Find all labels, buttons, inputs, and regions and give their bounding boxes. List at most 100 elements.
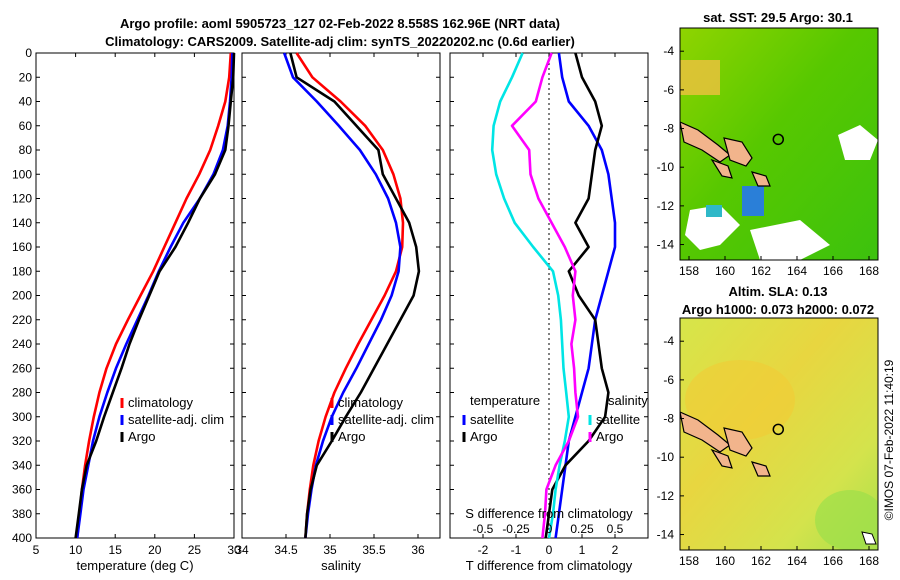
- legend-label: climatology: [128, 395, 194, 410]
- y-tick-label: 140: [12, 216, 32, 230]
- s-tick-label: 0.25: [570, 522, 594, 536]
- map-x-tick-label: 168: [859, 554, 879, 568]
- y-tick-label: 220: [12, 313, 32, 327]
- sla-low-patch: [815, 490, 878, 550]
- x-tick-label: 20: [148, 543, 162, 557]
- map-y-tick-label: -12: [657, 199, 675, 213]
- y-tick-label: 0: [25, 46, 32, 60]
- y-tick-label: 360: [12, 483, 32, 497]
- x-tick-label: 15: [109, 543, 123, 557]
- x-axis-label: T difference from climatology: [466, 558, 633, 573]
- x-tick-label: -2: [478, 543, 489, 557]
- copyright-stamp: ©IMOS 07-Feb-2022 11:40:19: [882, 359, 896, 520]
- x-tick-label: 25: [188, 543, 202, 557]
- y-tick-label: 200: [12, 289, 32, 303]
- x-tick-label: 36: [411, 543, 425, 557]
- x-axis-label: salinity: [321, 558, 361, 573]
- legend-label: satellite-adj. clim: [338, 412, 434, 427]
- t-argo-line: [544, 52, 610, 539]
- map-x-tick-label: 164: [787, 264, 807, 278]
- map-x-tick-label: 166: [823, 554, 843, 568]
- y-tick-label: 340: [12, 458, 32, 472]
- legend-label: Argo: [596, 429, 623, 444]
- plot-frame: [35, 52, 235, 539]
- s-tick-label: 0: [546, 522, 553, 536]
- sst-land: [680, 121, 771, 187]
- sla-map-ticks: 158 160 162 164 166 168 -4 -6 -8 -10 -12 -14: [657, 334, 880, 568]
- y-tick-label: 240: [12, 337, 32, 351]
- map-x-tick-label: 168: [859, 264, 879, 278]
- legend-title-temperature: temperature: [470, 393, 540, 408]
- sst-cool-patch: [706, 205, 722, 217]
- x-tick-label: -1: [511, 543, 522, 557]
- legend-title-salinity: salinity: [608, 393, 648, 408]
- argo-line: [74, 52, 236, 539]
- sla-argo-marker: [772, 423, 785, 436]
- salinity-panel: 34 34.5 35 35.5 36 salinity climatology satelli…: [235, 52, 441, 573]
- map-y-tick-label: -14: [657, 238, 675, 252]
- y-tick-label: 180: [12, 264, 32, 278]
- x-tick-label: 0: [546, 543, 553, 557]
- y-tick-label: 320: [12, 434, 32, 448]
- x-tick-label: 10: [69, 543, 83, 557]
- climatology-line: [295, 52, 405, 539]
- plot-frame: [241, 52, 441, 539]
- y-tick-label: 120: [12, 192, 32, 206]
- y-tick-label: 280: [12, 386, 32, 400]
- s-tick-label: -0.25: [502, 522, 530, 536]
- y-tick-label: 260: [12, 361, 32, 375]
- map-y-tick-label: -10: [657, 450, 675, 464]
- x-tick-label: 2: [612, 543, 619, 557]
- x-axis-label: temperature (deg C): [76, 558, 193, 573]
- temperature-panel: 0 20 40 60 80 100 120 140 160 180 200 220 240 260 280 3…: [12, 46, 241, 573]
- sla-high-patch: [685, 360, 795, 440]
- y-tick-label: 300: [12, 410, 32, 424]
- sst-map-ticks: 158 160 162 164 166 168 -4 -6 -8 -10 -12 -14: [657, 44, 880, 278]
- y-tick-label: 400: [12, 531, 32, 545]
- s-argo-line: [510, 52, 580, 539]
- difference-panel: -2 -1 0 1 2T difference from climatology S di…: [449, 52, 649, 573]
- legend-label: Argo: [338, 429, 365, 444]
- legend-label: Argo: [128, 429, 155, 444]
- map-x-tick-label: 158: [679, 554, 699, 568]
- x-tick-label: 1: [579, 543, 586, 557]
- figure-title-line1: Argo profile: aoml 5905723_127 02-Feb-20…: [120, 16, 560, 31]
- x-tick-label: 34: [235, 543, 249, 557]
- s-axis-label: S difference from climatology: [465, 506, 633, 521]
- x-tick-label: 35.5: [362, 543, 386, 557]
- sst-cloud-gap: [838, 125, 878, 160]
- satellite-adj-clim-line: [282, 52, 402, 539]
- map-x-tick-label: 160: [715, 264, 735, 278]
- sst-cool-patch: [742, 186, 764, 216]
- legend-label: climatology: [338, 395, 404, 410]
- satellite-adj-clim-line: [75, 52, 234, 539]
- map-y-tick-label: -4: [663, 334, 674, 348]
- s-tick-label: 0.5: [607, 522, 624, 536]
- map-x-tick-label: 162: [751, 264, 771, 278]
- y-tick-label: 100: [12, 167, 32, 181]
- s-tick-label: -0.5: [473, 522, 494, 536]
- x-tick-label: 5: [33, 543, 40, 557]
- map-x-tick-label: 158: [679, 264, 699, 278]
- x-tick-label: 35: [323, 543, 337, 557]
- legend-label: satellite: [470, 412, 514, 427]
- sla-map-title-line1: Altim. SLA: 0.13: [729, 284, 828, 299]
- x-tick-label: 34.5: [274, 543, 298, 557]
- legend-label: satellite: [596, 412, 640, 427]
- map-y-tick-label: -8: [663, 412, 674, 426]
- climatology-line: [75, 52, 233, 539]
- y-tick-label: 160: [12, 240, 32, 254]
- map-y-tick-label: -8: [663, 122, 674, 136]
- legend-label: Argo: [470, 429, 497, 444]
- map-x-tick-label: 160: [715, 554, 735, 568]
- sst-map-title: sat. SST: 29.5 Argo: 30.1: [703, 10, 853, 25]
- sla-map-frame: [679, 317, 879, 551]
- map-y-tick-label: -14: [657, 528, 675, 542]
- sst-cloud-gap: [685, 205, 740, 250]
- sst-warm-patch: [680, 60, 720, 95]
- t-satellite-line: [554, 52, 617, 539]
- sla-land: [680, 411, 877, 545]
- sst-cloud-gap: [750, 220, 830, 260]
- map-x-tick-label: 166: [823, 264, 843, 278]
